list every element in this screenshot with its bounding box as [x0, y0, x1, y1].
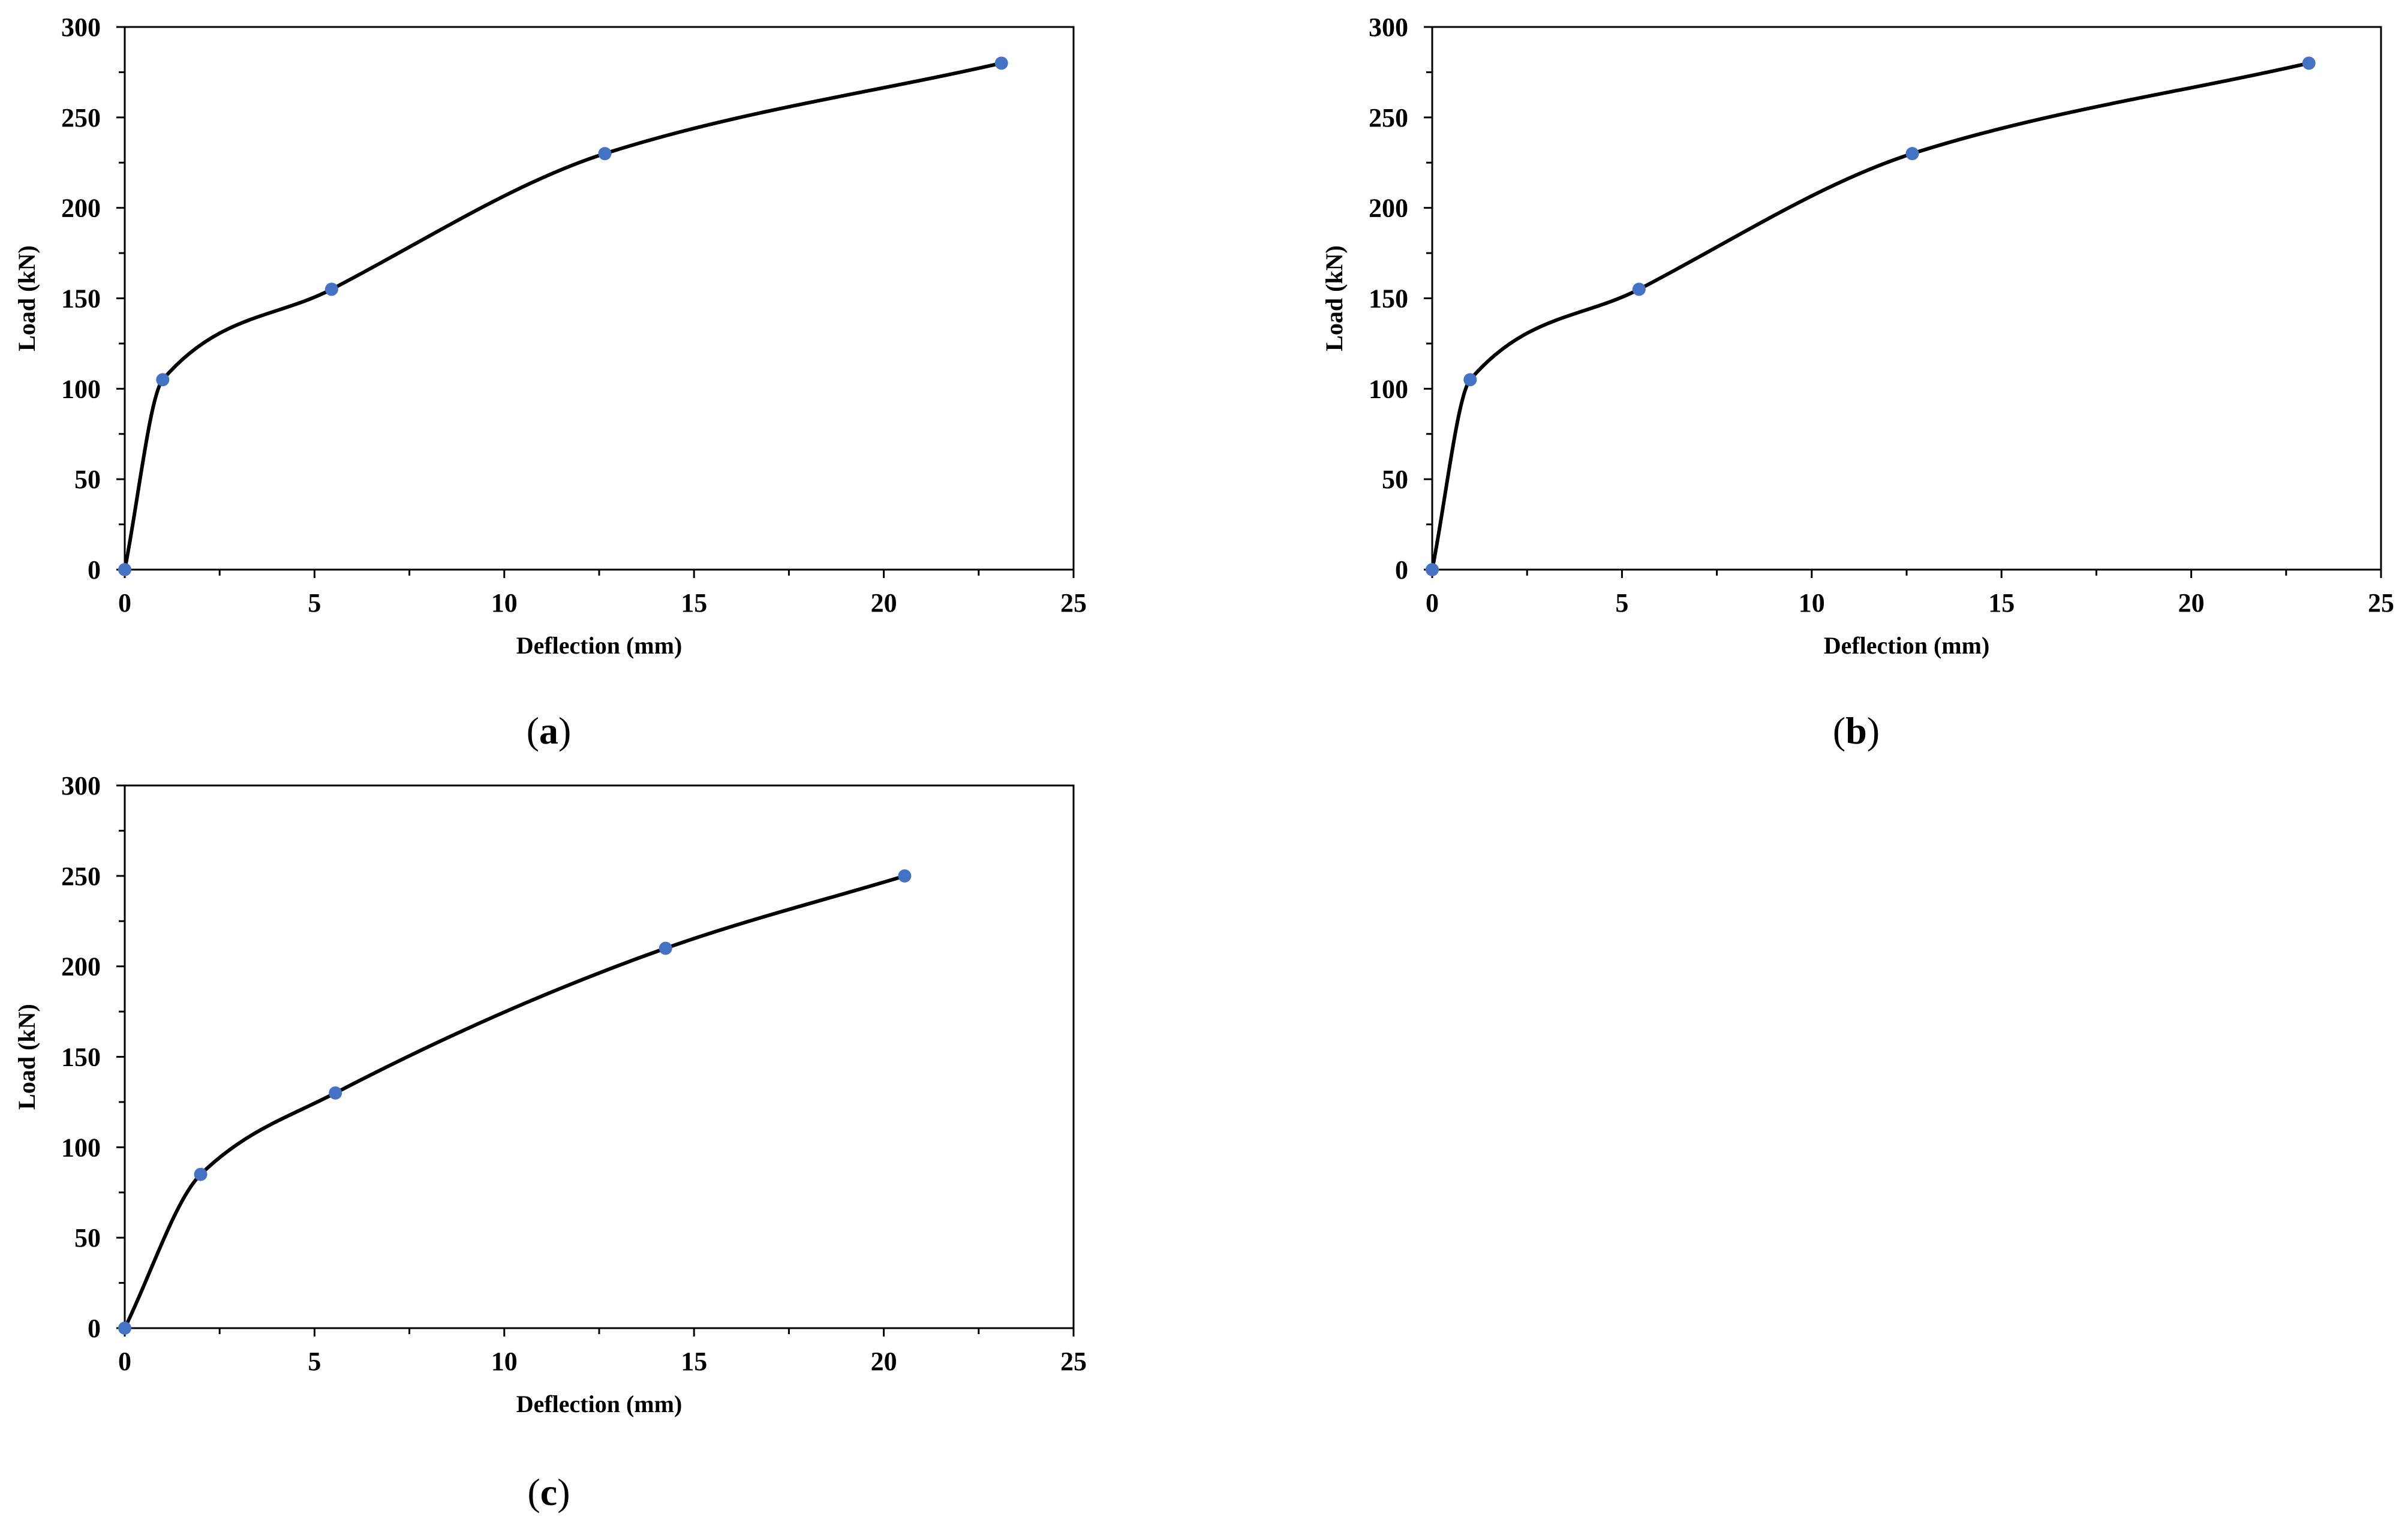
series-line	[123, 61, 1003, 571]
x-tick-label: 0	[1426, 588, 1439, 618]
data-point-marker	[118, 563, 131, 576]
x-tick-label: 0	[118, 1347, 131, 1376]
data-point-marker	[1463, 373, 1477, 387]
data-point-marker	[659, 941, 672, 955]
x-tick-label: 15	[681, 1347, 707, 1376]
y-tick-label: 0	[88, 1314, 101, 1343]
y-axis-title: Load (kN)	[13, 1004, 40, 1110]
x-tick-label: 10	[491, 588, 518, 618]
y-axis-title: Load (kN)	[1321, 245, 1348, 351]
y-axis-title: Load (kN)	[13, 245, 40, 351]
y-tick-label: 250	[61, 862, 101, 891]
panel-caption: (b)	[1833, 709, 1880, 752]
y-tick-label: 300	[1369, 13, 1408, 42]
y-tick-label: 0	[88, 555, 101, 585]
data-point-marker	[194, 1167, 208, 1181]
plot-area-frame	[1431, 26, 2382, 571]
x-tick-label: 5	[308, 1347, 321, 1376]
x-tick-label: 25	[1060, 1347, 1087, 1376]
y-tick-label: 200	[61, 194, 101, 223]
y-tick-label: 200	[61, 952, 101, 982]
y-tick-label: 50	[74, 1223, 101, 1253]
data-point-marker	[1905, 147, 1919, 161]
x-axis-title: Deflection (mm)	[516, 1390, 683, 1417]
x-tick-label: 5	[1615, 588, 1628, 618]
plot-area-frame	[124, 26, 1075, 571]
y-tick-label: 300	[61, 771, 101, 800]
x-tick-label: 0	[118, 588, 131, 618]
y-tick-label: 100	[61, 374, 101, 404]
y-tick-label: 100	[1369, 374, 1408, 404]
data-point-marker	[994, 56, 1008, 70]
x-tick-label: 10	[1799, 588, 1825, 618]
x-tick-label: 25	[2368, 588, 2394, 618]
series-line	[1430, 61, 2311, 571]
y-tick-label: 150	[61, 284, 101, 314]
x-tick-label: 20	[871, 588, 897, 618]
data-point-marker	[598, 147, 612, 161]
y-tick-label: 50	[74, 465, 101, 494]
y-tick-label: 250	[61, 103, 101, 133]
y-tick-label: 100	[61, 1133, 101, 1162]
data-point-marker	[898, 869, 912, 883]
y-tick-label: 150	[61, 1043, 101, 1072]
series-line	[123, 874, 907, 1330]
x-tick-label: 15	[681, 588, 707, 618]
data-point-marker	[118, 1322, 131, 1335]
y-tick-label: 250	[1369, 103, 1408, 133]
x-axis-title: Deflection (mm)	[1824, 632, 1990, 659]
plot-area-frame	[124, 784, 1075, 1329]
data-point-marker	[1426, 563, 1439, 576]
y-tick-label: 300	[61, 13, 101, 42]
panel-caption: (c)	[527, 1471, 570, 1513]
x-tick-label: 25	[1060, 588, 1087, 618]
y-tick-label: 50	[1382, 465, 1408, 494]
data-point-marker	[156, 373, 170, 387]
panel-caption: (a)	[527, 709, 572, 752]
data-point-marker	[329, 1086, 342, 1100]
data-point-marker	[324, 282, 338, 296]
data-point-marker	[1632, 282, 1646, 296]
x-axis-title: Deflection (mm)	[516, 632, 683, 659]
y-tick-label: 200	[1369, 194, 1408, 223]
y-tick-label: 0	[1395, 555, 1408, 585]
data-point-marker	[2302, 56, 2316, 70]
y-tick-label: 150	[1369, 284, 1408, 314]
x-tick-label: 20	[2178, 588, 2205, 618]
x-tick-label: 15	[1988, 588, 2015, 618]
x-tick-label: 20	[871, 1347, 897, 1376]
x-tick-label: 10	[491, 1347, 518, 1376]
x-tick-label: 5	[308, 588, 321, 618]
